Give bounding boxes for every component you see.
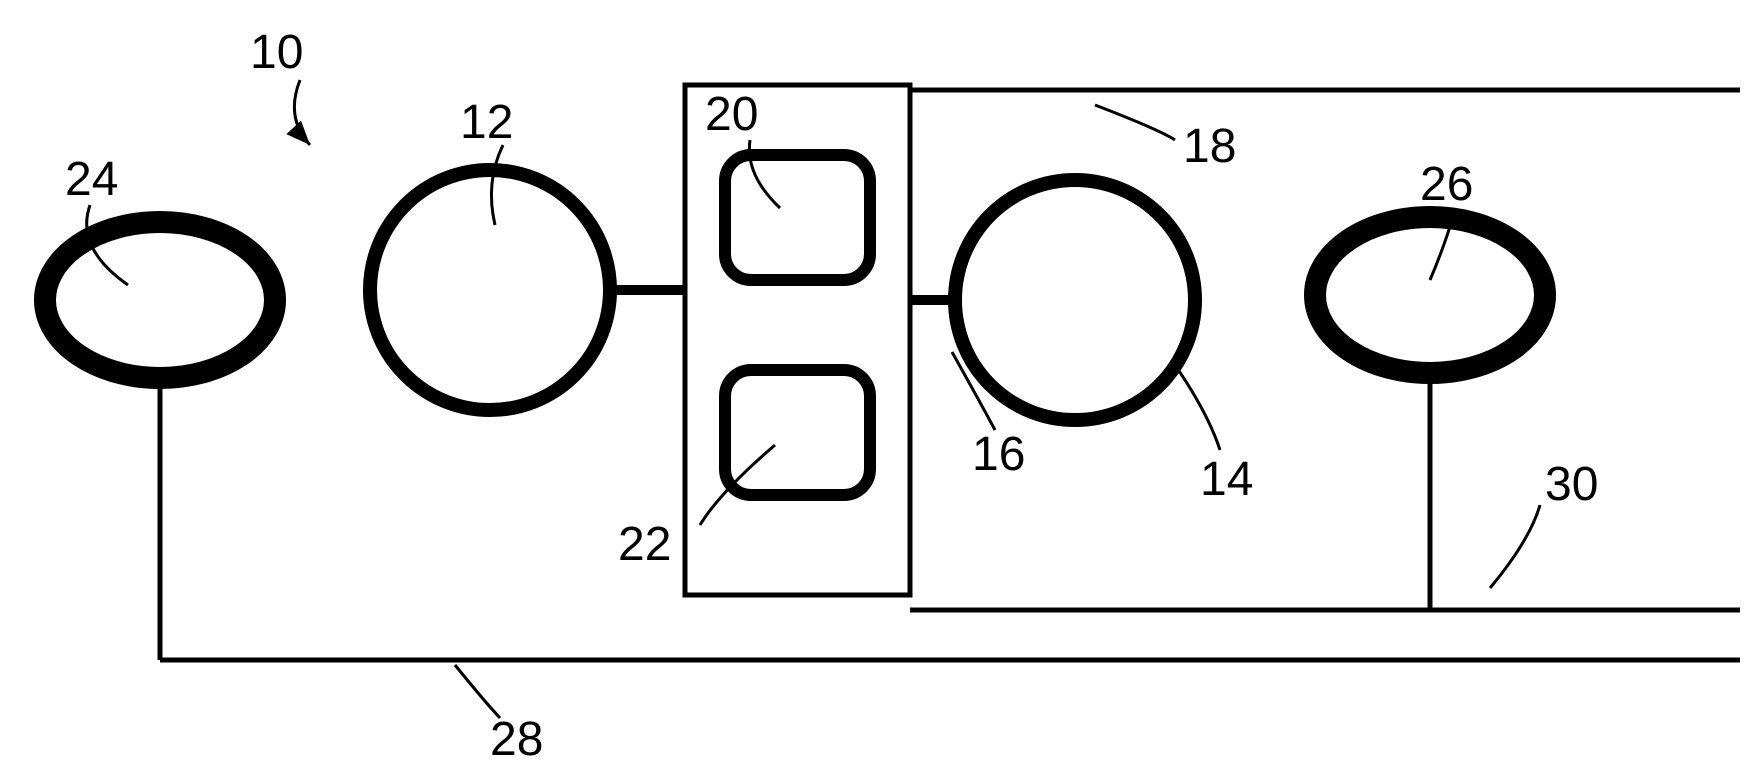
L18-lead <box>1095 105 1175 140</box>
L30-lead <box>1490 505 1540 588</box>
label-L20: 20 <box>705 88 758 141</box>
label-L22: 22 <box>618 518 671 571</box>
label-L14: 14 <box>1200 453 1253 506</box>
label-L30: 30 <box>1545 458 1598 511</box>
label-L12: 12 <box>460 96 513 149</box>
technical-diagram: 10 12 20 18 24 26 16 14 22 30 28 <box>0 0 1744 768</box>
L14-lead <box>1175 365 1220 450</box>
label-L18: 18 <box>1183 120 1236 173</box>
circle-12 <box>370 170 610 410</box>
center-box <box>685 85 910 595</box>
ellipse-26 <box>1315 217 1545 373</box>
L10-arrowhead <box>286 121 310 145</box>
circle-14 <box>955 180 1195 420</box>
L28-lead <box>455 665 500 718</box>
ellipse-24 <box>45 222 275 378</box>
label-L28: 28 <box>490 713 543 766</box>
label-L24: 24 <box>65 153 118 206</box>
label-L10: 10 <box>250 26 303 79</box>
label-L26: 26 <box>1420 158 1473 211</box>
label-L16: 16 <box>972 428 1025 481</box>
